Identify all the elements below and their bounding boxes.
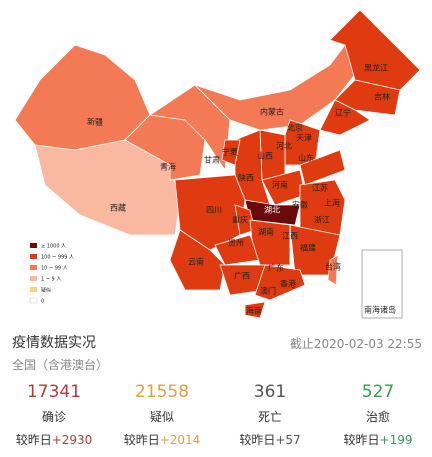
stat-label: 治愈 xyxy=(365,410,390,424)
inset-box xyxy=(361,249,403,319)
stat-label: 死亡 xyxy=(257,410,282,424)
stat-value: 21558 xyxy=(134,382,190,402)
region xyxy=(34,139,181,236)
region-label: 贵州 xyxy=(228,238,244,248)
region-label: 黑龙江 xyxy=(364,63,388,73)
region-label: 山西 xyxy=(257,151,273,161)
region-label: 宁夏 xyxy=(222,147,238,157)
region-label: 广西 xyxy=(234,271,250,281)
map: 新疆 西藏 青海 甘肃 宁夏 内蒙古 黑龙江 吉林 辽宁 北京 天津 河北 山西… xyxy=(14,9,421,319)
region-label: 南海诸岛 xyxy=(364,305,396,315)
compare-label: 较昨日 xyxy=(15,433,52,447)
compare-label: 较昨日 xyxy=(343,433,380,447)
region xyxy=(254,264,306,301)
stat-value: 527 xyxy=(361,382,395,402)
region-label: 天津 xyxy=(296,133,312,143)
region xyxy=(14,44,151,151)
region-label: 四川 xyxy=(206,206,222,215)
legend-swatch xyxy=(30,276,37,281)
stat: 21558 疑似 较昨日+2014 xyxy=(108,382,216,448)
updated-time: 截止2020-02-03 22:55 xyxy=(289,337,422,351)
scope: 全国（含港澳台） xyxy=(12,358,109,372)
legend-swatch xyxy=(30,265,37,270)
region-label: 新疆 xyxy=(87,117,103,127)
legend-label: ≥ 1000 人 xyxy=(41,244,66,250)
region xyxy=(221,139,241,166)
stat-change: +2014 xyxy=(159,433,201,447)
region-label: 上海 xyxy=(324,198,340,208)
region-label: 香港 xyxy=(280,279,296,289)
legend-swatch xyxy=(29,297,38,304)
legend-label: 1 ~ 9 人 xyxy=(41,277,61,283)
region-label: 吉林 xyxy=(374,92,390,102)
legend-label: 100 ~ 999 人 xyxy=(41,255,74,261)
stat-compare: 较昨日+57 xyxy=(216,431,324,448)
region-label: 江苏 xyxy=(312,183,328,193)
region-label: 湖南 xyxy=(258,227,274,237)
legend-label: 疑似 xyxy=(41,287,51,294)
region-label: 江西 xyxy=(282,232,298,241)
stat: 527 治愈 较昨日+199 xyxy=(324,382,432,448)
legend-swatch xyxy=(30,287,37,292)
stat-label: 疑似 xyxy=(149,410,174,424)
region-label: 青海 xyxy=(160,162,176,172)
compare-label: 较昨日 xyxy=(123,433,160,447)
stat-change: +2930 xyxy=(51,433,93,447)
stat-change: +57 xyxy=(275,433,301,447)
region-label: 安徽 xyxy=(292,200,308,210)
region-label: 北京 xyxy=(287,123,303,133)
region xyxy=(299,149,346,186)
provinces xyxy=(14,9,421,319)
region xyxy=(327,254,339,286)
region-label: 河北 xyxy=(276,141,292,151)
region-label: 陕西 xyxy=(238,173,254,183)
region xyxy=(169,229,226,291)
stat-value: 17341 xyxy=(26,382,82,402)
region-label: 重庆 xyxy=(232,215,248,225)
legend-label: 0 xyxy=(41,299,44,305)
region-label: 海南 xyxy=(246,306,262,316)
stat-label: 确诊 xyxy=(41,410,66,424)
region-labels: 新疆 西藏 青海 甘肃 宁夏 内蒙古 黑龙江 吉林 辽宁 北京 天津 河北 山西… xyxy=(87,63,396,316)
stat-compare: 较昨日+199 xyxy=(324,431,432,448)
region xyxy=(329,9,421,91)
region-label: 西藏 xyxy=(110,203,126,213)
region-label: 甘肃 xyxy=(204,155,220,165)
region xyxy=(319,99,371,136)
stat-change: +199 xyxy=(379,433,413,447)
region-label: 辽宁 xyxy=(335,108,351,118)
stat: 17341 确诊 较昨日+2930 xyxy=(0,382,108,448)
stats-title: 疫情数据实况 xyxy=(12,335,96,351)
region xyxy=(334,79,401,116)
legend-swatch xyxy=(30,254,37,259)
legend: ≥ 1000 人 100 ~ 999 人 10 ~ 99 人 1 ~ 9 人 疑… xyxy=(29,243,74,305)
region-label: 河南 xyxy=(272,180,288,190)
stat: 361 死亡 较昨日+57 xyxy=(216,382,324,448)
stat-compare: 较昨日+2014 xyxy=(108,431,216,448)
region-label: 浙江 xyxy=(314,215,330,225)
region xyxy=(249,219,291,266)
region-label: 福建 xyxy=(300,243,316,253)
compare-label: 较昨日 xyxy=(239,433,276,447)
region-label: 台湾 xyxy=(325,262,341,272)
region-label: 山东 xyxy=(298,153,314,163)
region xyxy=(244,301,266,319)
legend-label: 10 ~ 99 人 xyxy=(41,266,68,272)
region-label: 云南 xyxy=(188,257,204,267)
region-label: 澳门 xyxy=(260,286,276,296)
region-label: 内蒙古 xyxy=(260,107,284,117)
region-label: 广东 xyxy=(268,263,284,273)
legend-swatch xyxy=(30,243,37,248)
stat-compare: 较昨日+2930 xyxy=(0,431,108,448)
stat-value: 361 xyxy=(253,382,287,402)
region-label: 湖北 xyxy=(264,206,280,215)
